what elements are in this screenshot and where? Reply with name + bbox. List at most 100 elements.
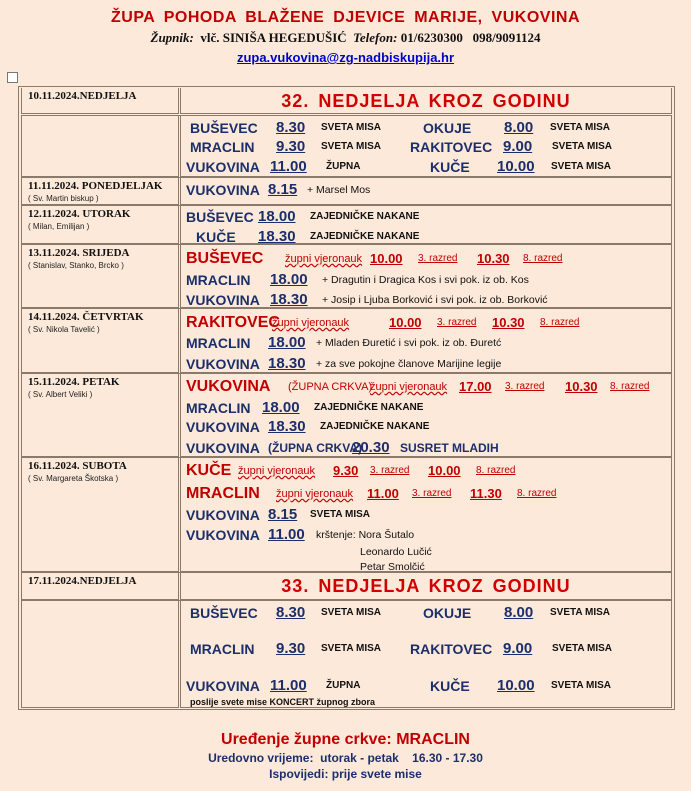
entry-text: 9.00 xyxy=(503,640,533,657)
date: 16.11.2024. SUBOTA xyxy=(28,460,127,472)
entry-text: 8. razred xyxy=(523,253,563,264)
entry-text: 3. razred xyxy=(370,465,410,476)
entry-text: župni vjeronauk xyxy=(238,465,316,477)
entry-text: 3. razred xyxy=(505,381,545,392)
entry-text: 3. razred xyxy=(418,253,458,264)
date-cell xyxy=(21,601,179,708)
entry-text: SVETA MISA xyxy=(551,161,612,172)
pastor-label: Župnik: xyxy=(150,30,194,45)
entry-text: 10.30 xyxy=(565,379,598,394)
date-cell: 10.11.2024.NEDJELJA xyxy=(21,88,179,114)
entry-text: VUKOVINA xyxy=(186,159,260,175)
hours: 16.30 - 17.30 xyxy=(412,751,483,765)
entry-text: KUČE xyxy=(430,678,470,694)
entry-text: VUKOVINA xyxy=(186,419,260,435)
schedule-row: 16.11.2024. SUBOTA ( Sv. Margareta Škotsk… xyxy=(21,457,672,573)
entry-text: župni vjeronauk xyxy=(285,253,363,265)
entry-text: ŽUPNA xyxy=(326,161,361,172)
date-cell: 12.11.2024. UTORAK ( Milan, Emilijan ) xyxy=(21,206,179,244)
entry-cell: BUŠEVEC 8.30 SVETA MISA OKUJE 8.00 SVETA MISA… xyxy=(180,601,672,708)
entry-text: SVETA MISA xyxy=(321,607,382,618)
schedule-row: 15.11.2024. PETAK ( Sv. Albert Veliki ) VU… xyxy=(21,373,672,457)
entry-text: 18.30 xyxy=(270,291,308,308)
entry-text: 8. razred xyxy=(517,488,557,499)
entry-text: + Marsel Mos xyxy=(307,184,371,196)
date: 10.11.2024.NEDJELJA xyxy=(28,90,137,102)
entry-text: KUČE xyxy=(186,462,232,479)
entry-text: KUČE xyxy=(196,229,236,245)
days: utorak - petak xyxy=(320,751,399,765)
entry-text: + za sve pokojne članove Marijine legije xyxy=(316,358,502,370)
entry-text: OKUJE xyxy=(423,605,472,621)
entry-text: 8. razred xyxy=(540,317,580,328)
date: 15.11.2024. PETAK xyxy=(28,376,120,388)
entry-text: 3. razred xyxy=(437,317,477,328)
parish-title: ŽUPA POHODA BLAŽENE DJEVICE MARIJE, VUKO… xyxy=(110,9,580,26)
entry-text: župni vjeronauk xyxy=(272,317,350,329)
mobile: 098/9091124 xyxy=(472,30,541,45)
entry-text: župni vjeronauk xyxy=(276,488,354,500)
date: 14.11.2024. ČETVRTAK xyxy=(28,311,144,323)
entry-text: 20.30 xyxy=(352,439,390,456)
entry-text: (ŽUPNA CRKVA) xyxy=(268,441,362,455)
schedule-row: 13.11.2024. SRIJEDA ( Stanislav, Stanko, … xyxy=(21,244,672,308)
entry-text: (ŽUPNA CRKVA) xyxy=(288,381,373,393)
entry-cell: BUŠEVEC župni vjeronauk 10.00 3. razred 10.3… xyxy=(180,245,672,308)
entry-text: VUKOVINA xyxy=(186,356,260,372)
schedule-row: BUŠEVEC 8.30 SVETA MISA OKUJE 8.00 SVETA MISA… xyxy=(21,600,672,708)
entry-text: 10.00 xyxy=(370,251,403,266)
date-cell: 14.11.2024. ČETVRTAK ( Sv. Nikola Tavelić… xyxy=(21,309,179,373)
email-link[interactable]: zupa.vukovina@zg-nadbiskupija.hr xyxy=(236,50,455,65)
entry-text: BUŠEVEC xyxy=(186,250,264,267)
saint: ( Stanislav, Stanko, Brcko ) xyxy=(28,261,124,270)
hours-label: Uredovno vrijeme: xyxy=(208,751,314,765)
entry-text: 18.00 xyxy=(258,208,296,225)
date: 12.11.2024. UTORAK xyxy=(28,208,131,220)
entry-text: SVETA MISA xyxy=(552,643,613,654)
entry-text: 18.30 xyxy=(258,228,296,245)
phone-label: Telefon: xyxy=(353,30,398,45)
footer-title-label: Uređenje župne crkve: xyxy=(221,731,392,748)
entry-text: + Josip i Ljuba Borković i svi pok. iz o… xyxy=(322,294,548,306)
entry-text: 3. razred xyxy=(412,488,452,499)
schedule-table: 10.11.2024.NEDJELJA 32. NEDJELJA KROZ GOD… xyxy=(18,86,675,710)
entry-text: ŽUPNA xyxy=(326,680,361,691)
entry-text: MRACLIN xyxy=(186,272,251,288)
schedule-row: 17.11.2024.NEDJELJA 33. NEDJELJA KROZ GOD… xyxy=(21,572,672,600)
entry-text: Leonardo Lučić xyxy=(360,546,432,558)
entry-cell: KUČE župni vjeronauk 9.30 3. razred 10.00 8. … xyxy=(180,458,672,573)
entry-text: 18.00 xyxy=(270,271,308,288)
phone: 01/6230300 xyxy=(400,30,463,45)
entry-text: SVETA MISA xyxy=(551,680,612,691)
entry-text: VUKOVINA xyxy=(186,440,260,456)
entry-text: krštenje: Nora Šutalo xyxy=(316,529,415,541)
confession: Ispovijedi: prije svete mise xyxy=(269,767,422,781)
entry-text: Petar Smolčić xyxy=(360,561,425,573)
entry-text: RAKITOVEC xyxy=(410,641,493,657)
entry-text: SVETA MISA xyxy=(321,141,382,152)
date: 13.11.2024. SRIJEDA xyxy=(28,247,130,259)
date-cell xyxy=(21,116,179,177)
entry-text: ZAJEDNIČKE NAKANE xyxy=(310,231,420,242)
date: 17.11.2024.NEDJELJA xyxy=(28,575,137,587)
entry-text: 18.30 xyxy=(268,355,306,372)
entry-text: 8.00 xyxy=(504,604,534,621)
entry-text: 11.00 xyxy=(270,158,307,175)
entry-text: + Mladen Đuretić i svi pok. iz ob. Đuret… xyxy=(316,337,502,349)
entry-text: 10.30 xyxy=(492,315,525,330)
move-handle[interactable] xyxy=(7,72,18,83)
entry-text: 18.30 xyxy=(268,418,306,435)
entry-text: 8.15 xyxy=(268,181,298,198)
footer-title: Uređenje župne crkve: MRACLIN xyxy=(0,731,691,749)
entry-text: MRACLIN xyxy=(190,139,255,155)
entry-text: RAKITOVEC xyxy=(410,139,493,155)
sunday-heading: 33. NEDJELJA KROZ GODINU xyxy=(281,576,571,596)
entry-text: SVETA MISA xyxy=(552,141,613,152)
entry-text: ZAJEDNIČKE NAKANE xyxy=(320,421,430,432)
entry-text: VUKOVINA xyxy=(186,527,260,543)
entry-text: BUŠEVEC xyxy=(190,120,258,136)
entry-text: ZAJEDNIČKE NAKANE xyxy=(310,211,420,222)
date: 11.11.2024. PONEDJELJAK xyxy=(28,180,163,192)
entry-text: VUKOVINA xyxy=(186,678,260,694)
